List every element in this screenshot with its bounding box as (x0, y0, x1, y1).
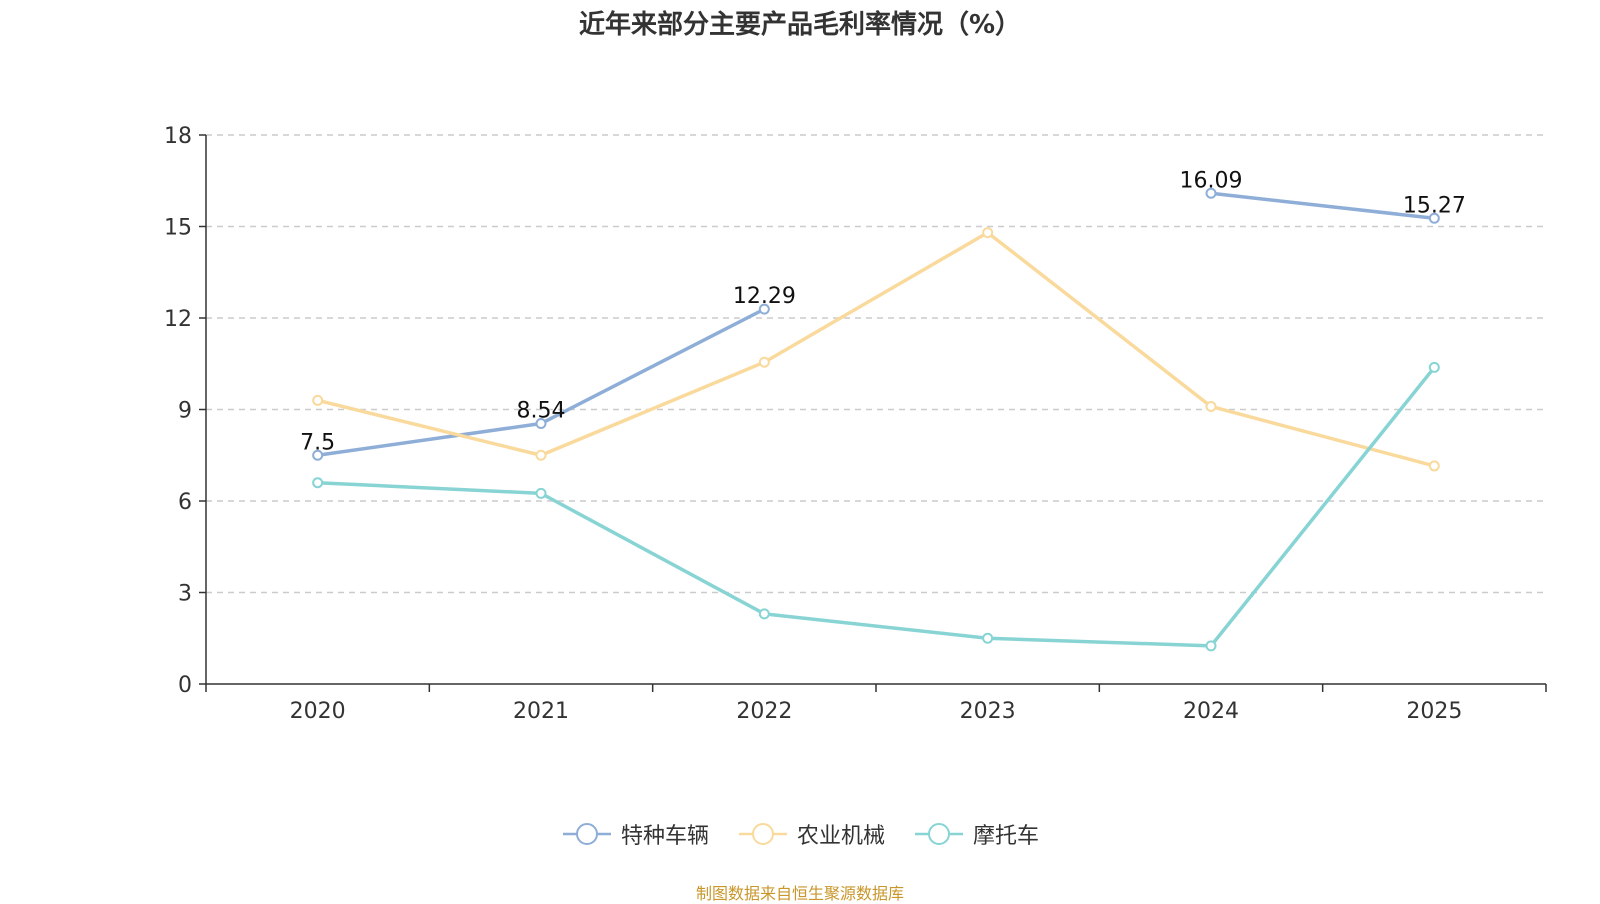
data-label: 7.5 (300, 430, 335, 455)
x-tick-label: 2024 (1183, 699, 1239, 724)
y-tick-label: 3 (178, 582, 192, 607)
source-note: 制图数据来自恒生聚源数据库 (695, 884, 904, 903)
y-tick-label: 6 (178, 490, 192, 515)
axes: 0 3 6 9 12 15 18 2020 2021 2022 2023 2024 2025 (164, 124, 1547, 724)
x-tick-label: 2021 (513, 699, 569, 724)
y-tick-label: 0 (178, 673, 192, 698)
series-line (317, 366, 1436, 648)
legend-label: 摩托车 (973, 824, 1040, 849)
series-line (317, 307, 766, 457)
series-line (317, 230, 1435, 468)
legend-marker (751, 823, 774, 845)
legend-swatch-icon (738, 823, 787, 845)
y-tick-label: 12 (164, 307, 192, 332)
data-point (1428, 460, 1440, 472)
data-point (982, 227, 994, 239)
legend-swatch-icon (915, 823, 963, 845)
data-point (312, 449, 324, 461)
legend-marker (575, 823, 598, 845)
data-point (1428, 212, 1440, 224)
legend-item[interactable]: 农业机械 (737, 818, 885, 850)
data-point (312, 394, 324, 406)
data-point (758, 608, 770, 620)
y-tick-label: 15 (164, 216, 192, 241)
data-point (535, 418, 547, 430)
legend-label: 特种车辆 (620, 824, 709, 849)
x-tick-label: 2020 (290, 699, 346, 724)
legend-item[interactable]: 摩托车 (913, 818, 1039, 850)
data-point (758, 303, 770, 315)
x-tick-label: 2022 (736, 699, 792, 724)
data-point (982, 632, 994, 644)
data-point (1205, 400, 1217, 412)
x-tick-label: 2023 (960, 699, 1016, 724)
y-tick-label: 18 (164, 124, 192, 149)
legend-marker (928, 823, 950, 845)
grid-lines (206, 134, 1546, 594)
data-points (312, 187, 1440, 652)
data-label: 8.54 (517, 399, 566, 424)
series-line (1210, 191, 1435, 221)
legend: 特种车辆 农业机械 摩托车 (0, 818, 1600, 850)
legend-item[interactable]: 特种车辆 (561, 818, 709, 850)
data-point (758, 356, 770, 368)
data-label: 16.09 (1180, 168, 1243, 193)
data-point (1428, 361, 1440, 373)
data-label: 12.29 (733, 284, 796, 309)
data-label: 15.27 (1403, 193, 1466, 218)
y-tick-label: 9 (178, 399, 192, 424)
x-tick-label: 2025 (1406, 699, 1462, 724)
data-point (1205, 640, 1217, 652)
legend-label: 农业机械 (796, 824, 885, 849)
data-point (535, 449, 547, 461)
series-lines (317, 191, 1436, 648)
legend-swatch-icon (562, 823, 611, 845)
data-point (1205, 187, 1217, 199)
data-labels: 7.5 8.54 12.29 16.09 15.27 (300, 168, 1466, 455)
data-point (312, 477, 324, 489)
data-point (535, 487, 547, 499)
chart-title: 近年来部分主要产品毛利率情况（%） (578, 10, 1022, 40)
